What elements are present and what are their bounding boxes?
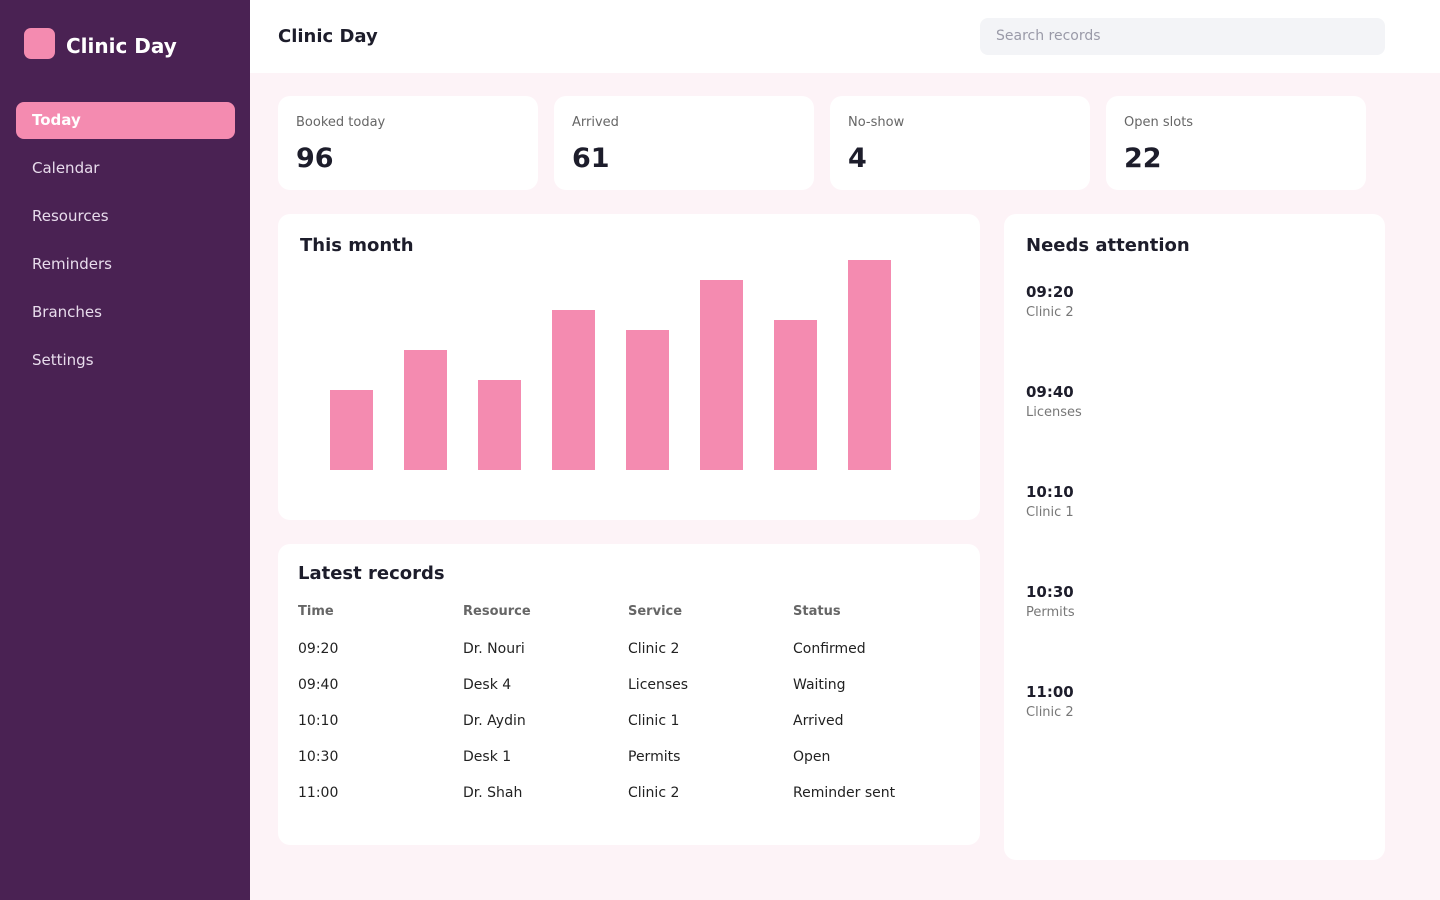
attention-detail: Clinic 2	[1026, 705, 1074, 720]
attention-detail: Clinic 1	[1026, 505, 1074, 520]
table-cell: Dr. Aydin	[463, 713, 526, 729]
attention-time: 09:20	[1026, 283, 1074, 301]
table-cell: 09:20	[298, 641, 339, 657]
stat-value: 4	[848, 143, 867, 174]
attention-detail: Licenses	[1026, 405, 1082, 420]
stat-card	[278, 96, 538, 190]
brand: Clinic Day	[66, 34, 177, 58]
logo	[24, 28, 55, 59]
column-header: Service	[628, 604, 683, 619]
attention-time: 10:30	[1026, 583, 1074, 601]
attention-detail: Clinic 2	[1026, 305, 1074, 320]
column-header: Resource	[463, 604, 531, 619]
column-header: Status	[793, 604, 841, 619]
attention-detail: Permits	[1026, 605, 1075, 620]
bar	[330, 390, 373, 470]
search-box[interactable]: Search records	[980, 18, 1385, 55]
stat-value: 61	[572, 143, 610, 174]
table-cell: 09:40	[298, 677, 339, 693]
table-cell: 10:10	[298, 713, 339, 729]
table-cell: Desk 4	[463, 677, 512, 693]
stat-label: Arrived	[572, 115, 619, 130]
chart	[330, 260, 891, 470]
stat-label: Booked today	[296, 115, 386, 130]
page-title: Clinic Day	[278, 26, 378, 47]
nav-item[interactable]: Calendar	[32, 159, 100, 177]
table-cell: Reminder sent	[793, 785, 896, 801]
table-cell: Permits	[628, 749, 681, 765]
table-cell: Licenses	[628, 677, 689, 693]
nav-item[interactable]: Today	[16, 102, 235, 139]
attention-time: 11:00	[1026, 683, 1074, 701]
attention-title: Needs attention	[1026, 235, 1190, 256]
chart-title: This month	[300, 235, 414, 256]
table-cell: Clinic 2	[628, 641, 680, 657]
records-title: Latest records	[298, 563, 445, 584]
bar	[552, 310, 595, 470]
nav-item[interactable]: Branches	[32, 303, 102, 321]
sidebar	[0, 0, 250, 900]
stat-card	[830, 96, 1090, 190]
stat-label: No-show	[848, 115, 905, 130]
bar	[848, 260, 891, 470]
nav-item[interactable]: Reminders	[32, 255, 112, 273]
nav-item[interactable]: Resources	[32, 207, 109, 225]
stat-card	[554, 96, 814, 190]
bar	[478, 380, 521, 470]
table-cell: Clinic 2	[628, 785, 680, 801]
records-card	[278, 544, 980, 845]
column-header: Time	[298, 604, 334, 619]
attention-card	[1004, 214, 1385, 860]
nav-item[interactable]: Settings	[32, 351, 94, 369]
table-cell: Confirmed	[793, 641, 866, 657]
table-cell: Open	[793, 749, 831, 765]
table-cell: 11:00	[298, 785, 339, 801]
table-cell: Arrived	[793, 713, 844, 729]
attention-time: 09:40	[1026, 383, 1074, 401]
table-cell: Waiting	[793, 677, 846, 693]
stat-value: 22	[1124, 143, 1162, 174]
stat-value: 96	[296, 143, 334, 174]
table-cell: Desk 1	[463, 749, 512, 765]
bar	[404, 350, 447, 470]
bar	[626, 330, 669, 470]
stat-label: Open slots	[1124, 115, 1194, 130]
attention-time: 10:10	[1026, 483, 1074, 501]
table-cell: Clinic 1	[628, 713, 680, 729]
table-cell: Dr. Shah	[463, 785, 523, 801]
stat-card	[1106, 96, 1366, 190]
table-cell: Dr. Nouri	[463, 641, 525, 657]
bar	[774, 320, 817, 470]
bar	[700, 280, 743, 470]
table-cell: 10:30	[298, 749, 339, 765]
